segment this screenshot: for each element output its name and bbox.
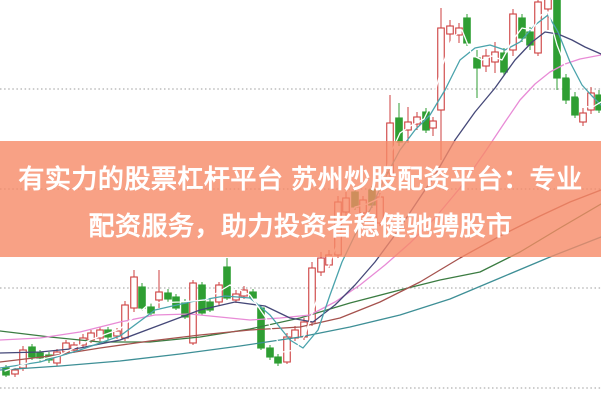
candle-up — [317, 257, 325, 273]
candle-up — [534, 1, 542, 54]
ma-white — [4, 11, 601, 372]
candle-down — [223, 266, 231, 299]
candle-down — [164, 292, 172, 300]
candle-up — [429, 120, 437, 129]
candle-down — [36, 352, 44, 359]
candle-up — [155, 291, 163, 301]
candle-down — [463, 17, 471, 44]
candle-down — [571, 96, 579, 116]
candle-up — [587, 92, 595, 111]
candle-down — [2, 367, 10, 376]
candle-up — [130, 276, 138, 309]
candle-down — [395, 117, 403, 143]
candle-up — [446, 25, 454, 35]
headline-line-1: 有实力的股票杠杆平台 苏州炒股配资平台：专业 — [18, 164, 583, 194]
candle-down — [206, 301, 214, 311]
ma-pink — [0, 54, 601, 341]
candle-up — [96, 329, 104, 339]
candle-up — [579, 112, 587, 123]
candle-down — [147, 306, 155, 314]
headline-banner: 有实力的股票杠杆平台 苏州炒股配资平台：专业 配资服务，助力投资者稳健驰骋股市 — [0, 141, 601, 257]
headline-line-2: 配资服务，助力投资者稳健驰骋股市 — [88, 211, 513, 241]
candle-up — [11, 369, 19, 375]
candle-up — [544, 0, 552, 10]
candle-down — [473, 57, 481, 69]
candle-up — [482, 55, 490, 67]
ma-slow-teal — [0, 236, 601, 371]
candle-down — [274, 356, 282, 364]
candle-down — [500, 52, 508, 73]
candle-down — [266, 347, 274, 358]
candle-up — [113, 330, 121, 337]
candle-up — [509, 13, 517, 51]
candle-down — [138, 286, 146, 309]
candle-up — [283, 336, 291, 363]
candle-down — [562, 77, 570, 101]
